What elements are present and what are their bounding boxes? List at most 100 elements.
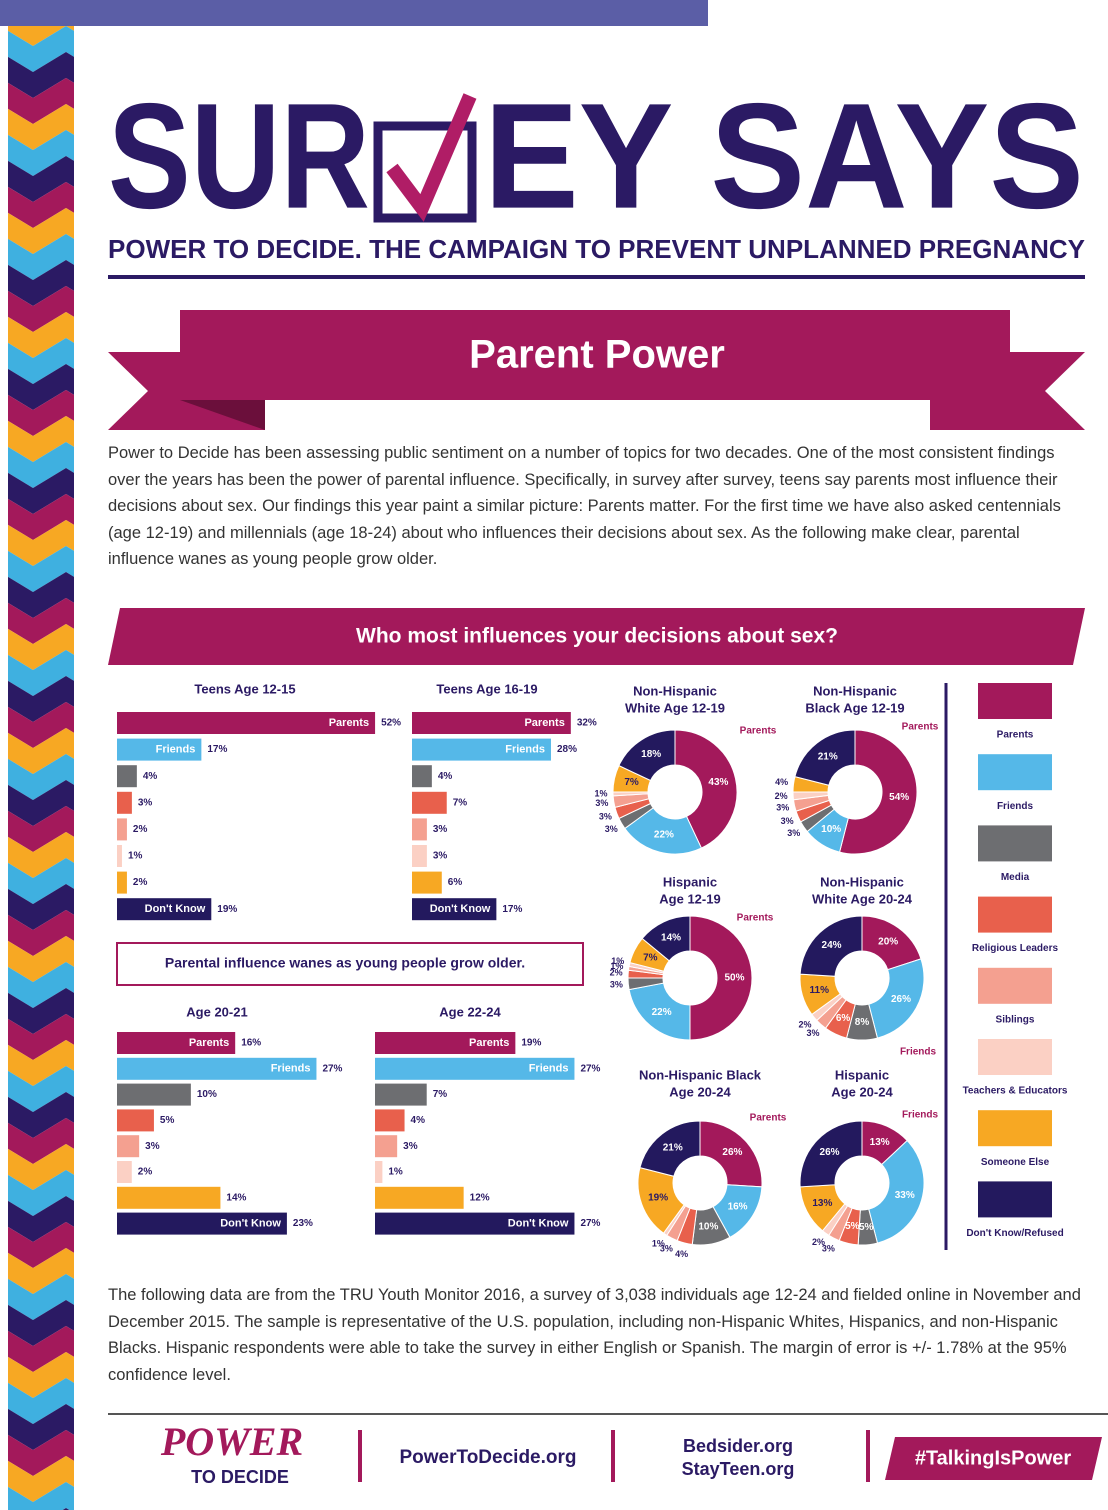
side-stripe [8,26,74,1510]
legend-swatch [978,683,1052,719]
bar-value-label: 12% [470,1192,490,1203]
bar-category-label: Friends [156,744,196,756]
legend-swatch [978,754,1052,790]
donut-value-label: 3% [605,824,618,834]
bar-value-label: 2% [133,824,148,835]
chart-title: Age 22-24 [439,1004,501,1019]
bar-value-label: 52% [381,718,401,729]
methodology-text: The following data are from the TRU Yout… [108,1282,1083,1388]
bar-category-label: Don't Know [145,903,206,915]
donut-value-label: 8% [855,1017,870,1028]
bar-value-label: 2% [133,877,148,888]
donut-value-label: 2% [775,791,788,801]
chart-title: Age 12-19 [659,891,720,906]
bar [375,1109,405,1131]
bar-value-label: 27% [322,1063,342,1074]
bar [117,1135,139,1157]
bar-category-label: Parents [189,1037,229,1049]
bar [375,1187,464,1209]
donut-value-label: 50% [724,973,744,984]
bar-value-label: 5% [160,1115,175,1126]
legend-label: Don't Know/Refused [966,1228,1063,1239]
chart-title: Non-Hispanic Black [639,1067,762,1082]
bar-value-label: 3% [145,1141,160,1152]
bar [117,765,137,787]
bar-value-label: 4% [438,771,453,782]
chart-title: Teens Age 16-19 [436,681,537,696]
subtitle: POWER TO DECIDE. THE CAMPAIGN TO PREVENT… [108,234,1085,264]
bar-value-label: 23% [293,1218,313,1229]
bar-category-label: Friends [529,1063,569,1075]
bar-value-label: 27% [580,1218,600,1229]
donut-value-label: 5% [845,1221,860,1232]
donut-value-label: 22% [654,830,674,841]
hashtag: #TalkingIsPower [915,1447,1072,1469]
bar-value-label: 14% [226,1192,246,1203]
chart-title: White Age 12-19 [625,700,725,715]
legend-label: Parents [997,730,1034,741]
legend-swatch [978,1181,1052,1217]
donut-value-label: 18% [641,749,661,760]
bar-category-label: Friends [271,1063,311,1075]
donut-value-label: 5% [859,1222,874,1233]
legend-label: Someone Else [981,1157,1050,1168]
bar-value-label: 4% [411,1115,426,1126]
bar [375,1084,427,1106]
bar-value-label: 4% [143,771,158,782]
bar-value-label: 16% [241,1038,261,1049]
bar-value-label: 7% [433,1089,448,1100]
bar-value-label: 2% [138,1167,153,1178]
legend-swatch [978,825,1052,861]
bar-value-label: 3% [403,1141,418,1152]
bar-value-label: 7% [453,797,468,808]
title-right: EY SAYS [484,72,1084,240]
footer-site: PowerToDecide.org [399,1447,576,1468]
bar-value-label: 32% [577,718,597,729]
chart-title: Non-Hispanic [813,683,897,698]
donut-value-label: 14% [661,932,681,943]
bar-value-label: 27% [580,1063,600,1074]
donut-annotation: Parents [737,913,774,924]
bar [117,872,127,894]
bar-value-label: 28% [557,744,577,755]
bar-category-label: Parents [329,717,369,729]
bar [412,765,432,787]
donut-value-label: 13% [812,1198,832,1209]
donut-value-label: 2% [812,1237,825,1247]
bar-value-label: 1% [128,851,143,862]
bar [117,1109,154,1131]
legend-label: Teachers & Educators [963,1086,1068,1097]
legend-label: Religious Leaders [972,943,1059,954]
donut-value-label: 21% [818,751,838,762]
donut-value-label: 4% [775,777,788,787]
donut-annotation: Parents [740,726,777,737]
donut-value-label: 1% [595,789,608,799]
donut-value-label: 2% [798,1020,811,1030]
donut-value-label: 3% [610,979,623,989]
bar-value-label: 19% [521,1038,541,1049]
bar-value-label: 10% [197,1089,217,1100]
donut-value-label: 24% [822,940,842,951]
bar [117,792,132,814]
chart-title: Black Age 12-19 [805,700,904,715]
title-rule [108,275,1085,279]
checkmark [392,96,470,208]
legend-label: Friends [997,801,1034,812]
bar [117,1161,132,1183]
legend-label: Media [1001,872,1030,883]
bar-category-label: Friends [505,744,545,756]
chart-title: Hispanic [835,1067,889,1082]
legend-swatch [978,897,1052,933]
bar-value-label: 1% [388,1167,403,1178]
chart-title: White Age 20-24 [812,891,913,906]
bar-value-label: 17% [502,904,522,915]
bar [375,1161,382,1183]
donut-value-label: 7% [643,952,658,963]
donut-value-label: 54% [889,792,909,803]
donut-value-label: 3% [776,803,789,813]
logo-bottom: TO DECIDE [191,1467,289,1487]
bar [375,1135,397,1157]
bar-category-label: Parents [469,1037,509,1049]
donut-value-label: 10% [698,1221,718,1232]
bar-category-label: Parents [524,717,564,729]
